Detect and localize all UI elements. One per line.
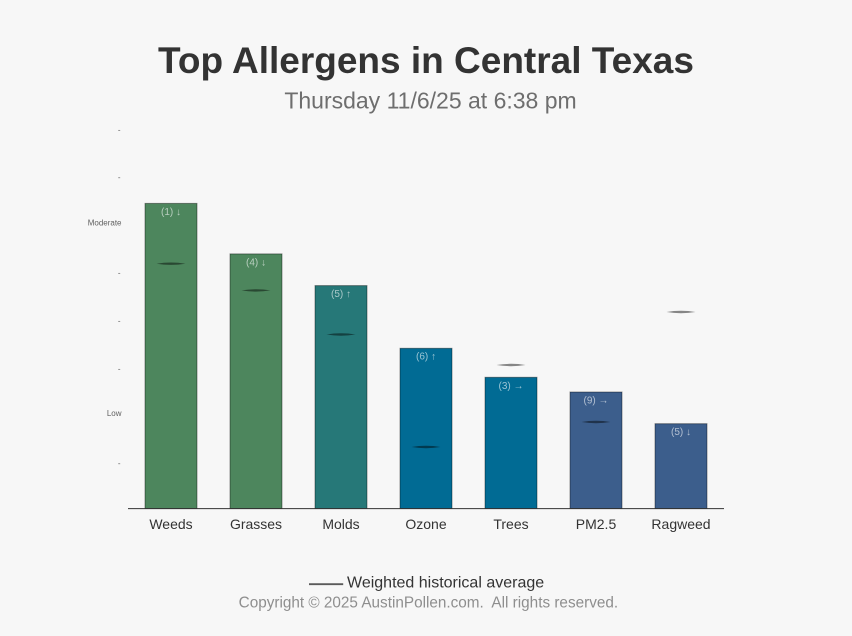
svg-text:-: - xyxy=(118,459,121,468)
svg-text:Grasses: Grasses xyxy=(230,516,282,532)
svg-text:Thursday 11/6/25 at 6:38 pm: Thursday 11/6/25 at 6:38 pm xyxy=(284,88,576,114)
svg-text:(1) ↓: (1) ↓ xyxy=(161,207,181,218)
svg-text:(5) ↑: (5) ↑ xyxy=(331,289,351,300)
svg-text:Weeds: Weeds xyxy=(149,516,192,532)
svg-text:(9) →: (9) → xyxy=(584,395,609,406)
svg-text:(4) ↓: (4) ↓ xyxy=(246,257,266,268)
svg-text:(3) →: (3) → xyxy=(499,381,524,392)
svg-text:(5) ↓: (5) ↓ xyxy=(671,427,691,438)
svg-text:Molds: Molds xyxy=(322,516,359,532)
svg-text:(6) ↑: (6) ↑ xyxy=(416,352,436,363)
svg-text:Ragweed: Ragweed xyxy=(651,516,710,532)
svg-text:Moderate: Moderate xyxy=(88,218,122,227)
svg-text:Ozone: Ozone xyxy=(405,516,446,532)
svg-text:-: - xyxy=(118,173,121,182)
svg-text:Copyright © 2025 AustinPollen.: Copyright © 2025 AustinPollen.com. All r… xyxy=(239,595,618,612)
svg-text:Trees: Trees xyxy=(493,516,528,532)
svg-text:-: - xyxy=(118,125,121,134)
svg-text:Low: Low xyxy=(107,409,122,418)
svg-text:-: - xyxy=(118,364,121,373)
svg-text:-: - xyxy=(118,269,121,278)
svg-text:Weighted historical average: Weighted historical average xyxy=(347,575,544,592)
svg-text:-: - xyxy=(118,317,121,326)
svg-text:Top Allergens in Central Texas: Top Allergens in Central Texas xyxy=(158,40,694,81)
svg-text:PM2.5: PM2.5 xyxy=(576,516,617,532)
